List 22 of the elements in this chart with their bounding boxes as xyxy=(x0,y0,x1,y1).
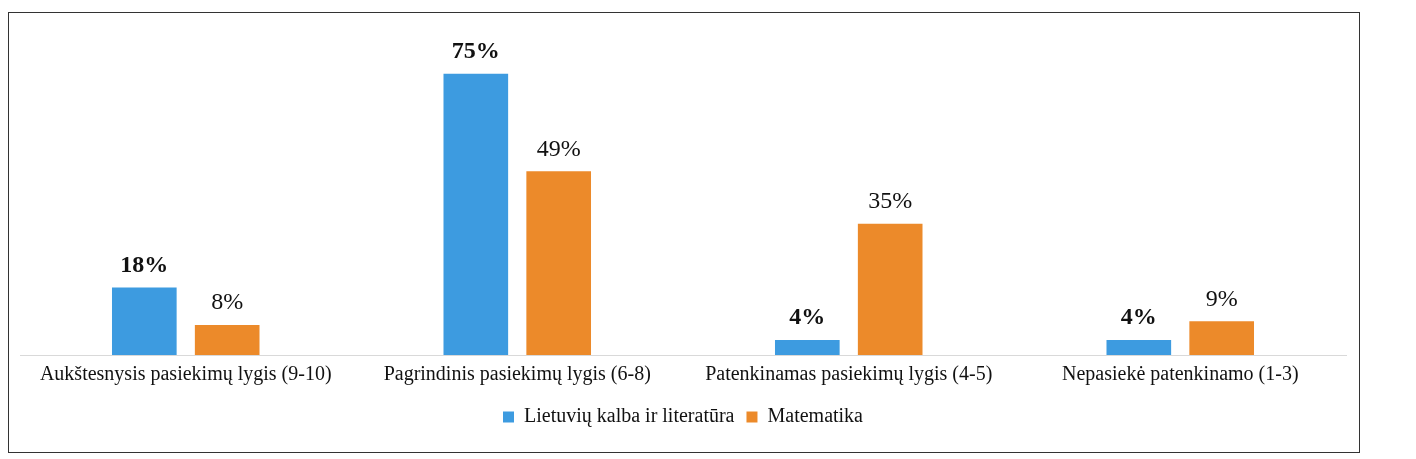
bar xyxy=(1189,321,1255,355)
data-label: 4% xyxy=(1120,303,1157,330)
bar xyxy=(194,325,260,355)
data-label: 4% xyxy=(789,303,826,330)
bar xyxy=(111,287,177,355)
data-label: 18% xyxy=(120,250,169,277)
bar xyxy=(443,73,509,355)
data-label: 75% xyxy=(451,36,500,63)
data-label: 35% xyxy=(868,187,913,214)
bar xyxy=(1106,340,1172,355)
legend-label: Matematika xyxy=(767,404,864,427)
x-tick-label: Pagrindinis pasiekimų lygis (6-8) xyxy=(383,362,651,386)
bar xyxy=(857,223,923,355)
data-label: 49% xyxy=(536,134,581,161)
x-tick-label: Patenkinamas pasiekimų lygis (4-5) xyxy=(705,362,993,386)
bar xyxy=(774,340,840,355)
legend-label: Lietuvių kalba ir literatūra xyxy=(524,404,735,428)
bar xyxy=(526,171,592,355)
data-label: 9% xyxy=(1205,284,1238,311)
x-tick-label: Nepasiekė patenkinamo (1-3) xyxy=(1061,362,1299,386)
data-label: 8% xyxy=(211,288,244,315)
x-tick-label: Aukštesnysis pasiekimų lygis (9-10) xyxy=(39,362,332,386)
